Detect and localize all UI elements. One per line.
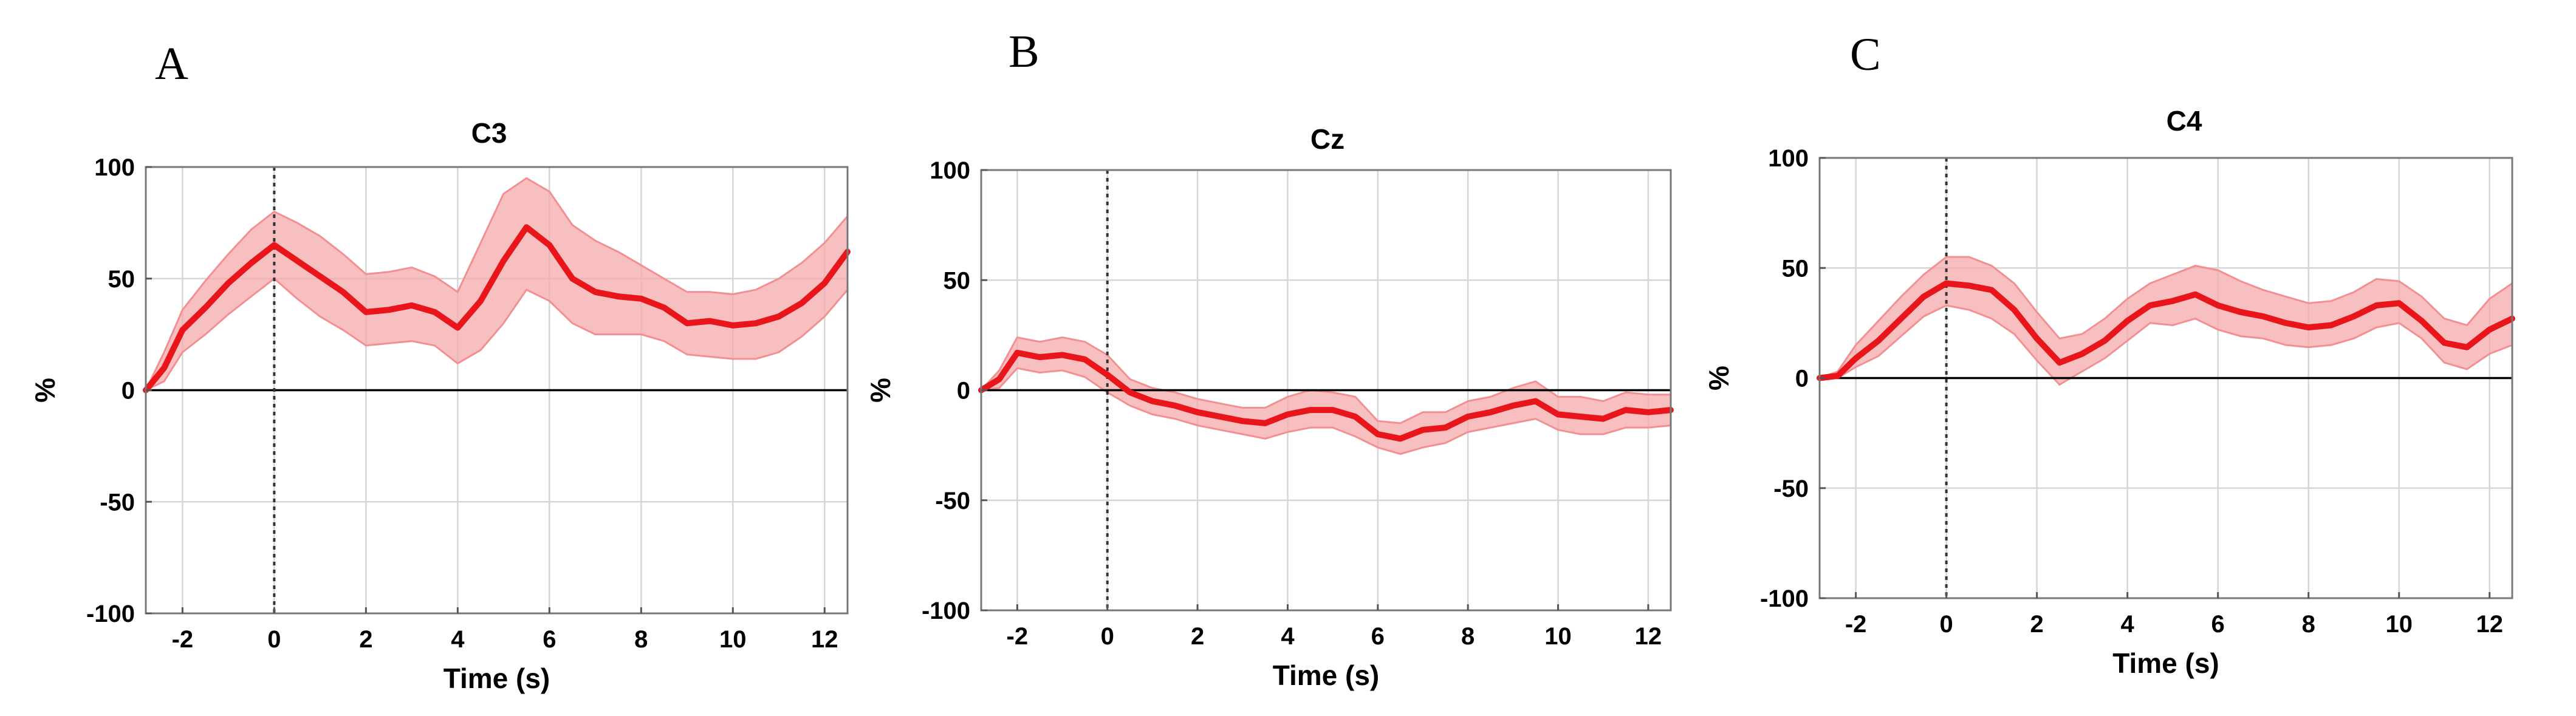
x-tick-label: 0 (1101, 623, 1114, 650)
x-tick-label: 4 (2121, 611, 2135, 638)
y-tick-label: -50 (100, 489, 135, 516)
x-tick-label: 0 (267, 626, 281, 653)
x-tick-label: 6 (543, 626, 556, 653)
panel-letter: B (1009, 26, 1040, 77)
x-axis-label: Time (s) (2112, 647, 2219, 679)
x-tick-label: 6 (1371, 623, 1385, 650)
panel-letter: A (155, 38, 188, 89)
x-axis-label: Time (s) (444, 663, 550, 694)
x-tick-label: 10 (719, 626, 747, 653)
chart-title: C4 (2167, 105, 2202, 137)
panel-a: A C3 -2 0 2 4 6 8 10 12 -100 -50 0 50 100 Time (s)% (29, 38, 851, 694)
x-axis-label: Time (s) (1273, 660, 1380, 691)
x-tick-label: 0 (1940, 611, 1953, 638)
x-tick-label: -2 (172, 626, 194, 653)
x-tick-label: 2 (1191, 623, 1204, 650)
mean-line (143, 224, 851, 394)
x-tick-label: 2 (2030, 611, 2044, 638)
y-tick-label: 100 (94, 154, 135, 181)
x-tick-label: 8 (2302, 611, 2315, 638)
x-tick-label: 8 (634, 626, 648, 653)
x-tick-label: 6 (2211, 611, 2225, 638)
y-tick-label: -50 (935, 488, 970, 514)
x-tick-label: 10 (1544, 623, 1572, 650)
x-tick-label: 12 (2476, 611, 2503, 638)
chart-title: C3 (471, 117, 507, 149)
x-tick-label: 12 (811, 626, 838, 653)
x-tick-label: -2 (1845, 611, 1867, 638)
y-axis-label: % (865, 378, 896, 403)
confidence-band (143, 177, 849, 392)
y-tick-label: 100 (1768, 145, 1809, 172)
y-axis-label: % (29, 378, 61, 403)
y-tick-label: -100 (922, 598, 970, 624)
chart-title: Cz (1310, 123, 1345, 155)
panel-b: B Cz -2 0 2 4 6 8 10 12 -100 -50 0 50 100 Time (s)% (865, 26, 1674, 691)
mean-line (978, 349, 1674, 442)
x-tick-label: 4 (1281, 623, 1295, 650)
panel-letter: C (1850, 29, 1881, 80)
y-tick-label: -100 (1760, 585, 1809, 612)
y-tick-label: 0 (957, 378, 970, 404)
x-tick-label: 4 (451, 626, 465, 653)
y-tick-label: 100 (930, 157, 970, 184)
y-tick-label: 50 (944, 267, 971, 294)
x-tick-label: 12 (1635, 623, 1662, 650)
y-tick-label: 50 (108, 266, 135, 293)
mean-line (1817, 280, 2515, 381)
y-tick-label: 0 (122, 378, 135, 404)
y-axis-label: % (1703, 366, 1735, 390)
confidence-band (979, 336, 1672, 455)
y-tick-label: -100 (86, 601, 135, 627)
x-tick-label: -2 (1007, 623, 1029, 650)
confidence-band (1819, 256, 2513, 386)
y-tick-label: 0 (1795, 366, 1809, 392)
y-tick-label: 50 (1782, 255, 1809, 282)
x-tick-label: 2 (359, 626, 372, 653)
x-tick-label: 8 (1461, 623, 1475, 650)
y-tick-label: -50 (1773, 476, 1809, 502)
x-tick-label: 10 (2385, 611, 2413, 638)
panel-c: C C4 -2 0 2 4 6 8 10 12 -100 -50 0 50 100 Time (s)% (1703, 29, 2515, 679)
